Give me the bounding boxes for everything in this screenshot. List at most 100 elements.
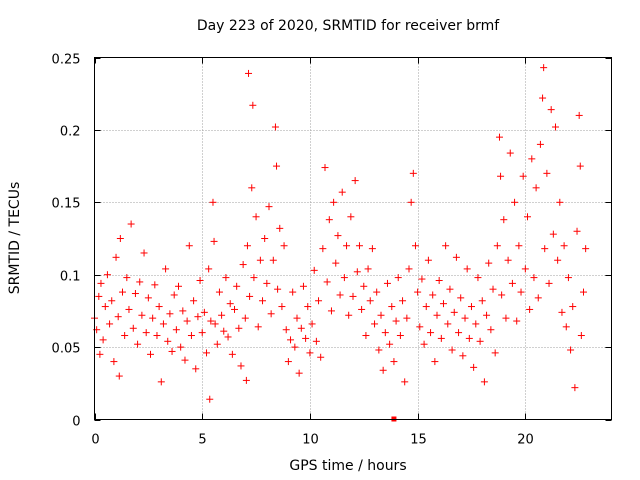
data-point — [291, 343, 299, 351]
data-point — [571, 384, 579, 392]
data-point — [267, 310, 275, 318]
data-point — [293, 314, 301, 322]
data-point — [414, 288, 422, 296]
data-point — [539, 94, 547, 102]
plot-frame — [94, 57, 612, 420]
data-point — [495, 133, 503, 141]
data-point — [379, 366, 387, 374]
data-point — [381, 329, 389, 337]
grid-lines — [94, 57, 612, 420]
y-tick-label: 0.15 — [52, 197, 81, 212]
data-point — [461, 314, 469, 322]
data-point — [131, 290, 139, 298]
data-point — [198, 329, 206, 337]
x-axis-label: GPS time / hours — [289, 458, 406, 474]
data-point — [166, 310, 174, 318]
data-point — [239, 261, 247, 269]
data-point — [237, 362, 245, 370]
data-point — [478, 297, 486, 305]
x-tick-label: 5 — [198, 433, 206, 448]
data-point — [249, 101, 257, 109]
data-point — [541, 245, 549, 253]
data-point — [103, 271, 111, 279]
data-point — [205, 265, 213, 273]
data-point — [332, 259, 340, 267]
data-point — [194, 313, 202, 321]
data-point — [134, 340, 142, 348]
data-point — [220, 327, 228, 335]
data-point — [183, 317, 191, 325]
data-point — [474, 274, 482, 282]
data-point — [498, 291, 506, 299]
data-point — [511, 198, 519, 206]
data-point — [231, 305, 239, 313]
data-point — [424, 256, 432, 264]
data-point — [284, 358, 292, 366]
data-point — [388, 303, 396, 311]
data-point — [181, 356, 189, 364]
data-point — [556, 198, 564, 206]
data-point — [427, 329, 435, 337]
data-point — [99, 336, 107, 344]
data-point — [175, 282, 183, 290]
data-point — [576, 162, 584, 170]
data-point — [448, 346, 456, 354]
data-point — [172, 326, 180, 334]
data-point — [233, 282, 241, 290]
data-point — [192, 365, 200, 373]
data-point — [459, 352, 467, 360]
data-point — [399, 297, 407, 305]
data-point — [549, 230, 557, 238]
data-point — [467, 303, 475, 311]
data-point — [287, 336, 295, 344]
data-point — [304, 303, 312, 311]
data-point — [392, 317, 400, 325]
data-point — [523, 213, 531, 221]
data-point — [579, 288, 587, 296]
data-point — [330, 198, 338, 206]
data-point — [179, 307, 187, 315]
data-point — [504, 256, 512, 264]
data-point — [95, 292, 103, 300]
data-point — [319, 245, 327, 253]
data-point — [289, 288, 297, 296]
data-point — [366, 297, 374, 305]
data-point — [554, 256, 562, 264]
data-point — [282, 326, 290, 334]
data-point — [418, 275, 426, 283]
data-point — [375, 346, 383, 354]
data-point — [513, 317, 521, 325]
data-point — [96, 350, 104, 358]
data-point — [355, 242, 363, 250]
data-point — [218, 311, 226, 319]
data-point — [121, 332, 129, 340]
data-point — [196, 276, 204, 284]
data-point — [138, 311, 146, 319]
data-point — [151, 281, 159, 289]
data-point — [437, 334, 445, 342]
data-point — [226, 300, 234, 308]
data-point — [185, 242, 193, 250]
data-point — [364, 265, 372, 273]
data-point — [206, 395, 214, 403]
data-point — [308, 320, 316, 328]
data-point — [347, 213, 355, 221]
data-point — [295, 369, 303, 377]
data-point — [405, 265, 413, 273]
data-point — [386, 340, 394, 348]
data-point — [190, 297, 198, 305]
data-point — [528, 155, 536, 163]
data-point — [547, 106, 555, 114]
data-point — [177, 343, 185, 351]
data-point — [147, 350, 155, 358]
data-point — [274, 285, 282, 293]
data-point — [112, 253, 120, 261]
data-point — [101, 303, 109, 311]
data-point — [562, 323, 570, 331]
chart-title: Day 223 of 2020, SRMTID for receiver brm… — [197, 18, 500, 34]
data-point — [487, 326, 495, 334]
data-point — [455, 329, 463, 337]
data-point — [246, 292, 254, 300]
data-point — [345, 311, 353, 319]
data-point — [210, 237, 218, 245]
